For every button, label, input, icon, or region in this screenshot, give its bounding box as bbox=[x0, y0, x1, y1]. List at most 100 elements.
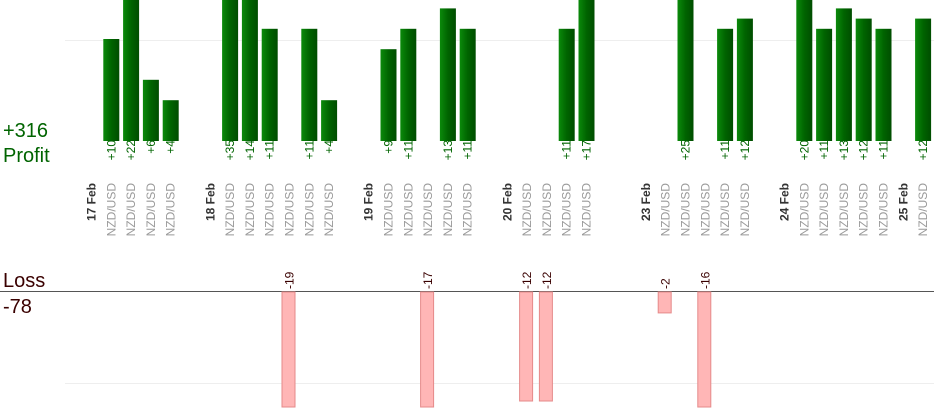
profit-bar bbox=[162, 100, 179, 141]
pair-label: NZD/USD bbox=[817, 183, 831, 237]
pair-label: NZD/USD bbox=[659, 183, 673, 237]
pair-label: NZD/USD bbox=[738, 183, 752, 237]
profit-value-label: +25 bbox=[679, 140, 693, 161]
profit-bar bbox=[439, 8, 456, 142]
profit-bar bbox=[717, 28, 734, 141]
pair-label: NZD/USD bbox=[797, 183, 811, 237]
loss-value-label: -17 bbox=[421, 271, 435, 289]
profit-label: Profit bbox=[3, 145, 50, 167]
pair-label: NZD/USD bbox=[223, 183, 237, 237]
pair-label: NZD/USD bbox=[263, 183, 277, 237]
pair-label: NZD/USD bbox=[243, 183, 257, 237]
pair-label: NZD/USD bbox=[679, 183, 693, 237]
profit-value-label: +11 bbox=[461, 140, 475, 160]
pair-label: NZD/USD bbox=[302, 183, 316, 237]
pair-label: NZD/USD bbox=[144, 183, 158, 237]
profit-bar bbox=[677, 0, 694, 142]
date-label: 25 Feb bbox=[896, 183, 910, 221]
profit-value-label: +12 bbox=[916, 140, 930, 161]
profit-value-label: +12 bbox=[738, 140, 752, 161]
profit-bar bbox=[736, 18, 753, 142]
pair-label: NZD/USD bbox=[104, 183, 118, 237]
date-label: 24 Feb bbox=[778, 183, 792, 221]
pair-label: NZD/USD bbox=[857, 183, 871, 237]
pair-label: NZD/USD bbox=[837, 183, 851, 237]
profit-value-label: +14 bbox=[243, 140, 257, 161]
pair-label: NZD/USD bbox=[540, 183, 554, 237]
profit-value-label: +6 bbox=[144, 140, 158, 154]
pair-label: NZD/USD bbox=[916, 183, 930, 237]
profit-bar bbox=[796, 0, 813, 142]
pair-label: NZD/USD bbox=[124, 183, 138, 237]
loss-bar bbox=[519, 291, 534, 402]
loss-total: -78 bbox=[3, 296, 32, 318]
loss-bar bbox=[697, 291, 712, 408]
pair-label: NZD/USD bbox=[461, 183, 475, 237]
pair-label: NZD/USD bbox=[560, 183, 574, 237]
pair-label: NZD/USD bbox=[580, 183, 594, 237]
date-label: 23 Feb bbox=[639, 183, 653, 221]
profit-bar bbox=[261, 28, 278, 141]
profit-value-label: +35 bbox=[223, 140, 237, 161]
profit-value-label: +11 bbox=[560, 140, 574, 160]
pair-label: NZD/USD bbox=[421, 183, 435, 237]
profit-value-label: +4 bbox=[164, 140, 178, 154]
profit-bar bbox=[400, 28, 417, 141]
pair-label: NZD/USD bbox=[698, 183, 712, 237]
loss-value-label: -19 bbox=[283, 271, 297, 289]
profit-bar bbox=[123, 0, 140, 142]
profit-value-label: +11 bbox=[718, 140, 732, 160]
loss-bar bbox=[538, 291, 553, 402]
profit-value-label: +11 bbox=[401, 140, 415, 160]
profit-bar bbox=[142, 79, 159, 141]
trade-bars bbox=[103, 0, 932, 408]
profit-total: +316 bbox=[3, 120, 49, 142]
profit-value-label: +11 bbox=[302, 140, 316, 160]
loss-label: Loss bbox=[3, 270, 46, 292]
profit-value-label: +13 bbox=[441, 140, 455, 161]
profit-value-label: +9 bbox=[382, 140, 396, 154]
pair-label: NZD/USD bbox=[382, 183, 396, 237]
profit-value-label: +11 bbox=[817, 140, 831, 160]
pair-label: NZD/USD bbox=[401, 183, 415, 237]
profit-bar bbox=[816, 28, 833, 141]
profit-bar bbox=[915, 18, 932, 142]
profit-bar bbox=[558, 28, 575, 141]
profit-value-label: +20 bbox=[797, 140, 811, 161]
pair-label: NZD/USD bbox=[718, 183, 732, 237]
profit-bar bbox=[835, 8, 852, 142]
loss-value-label: -12 bbox=[540, 271, 554, 289]
loss-bar bbox=[420, 291, 435, 408]
pair-label: NZD/USD bbox=[164, 183, 178, 237]
profit-value-label: +17 bbox=[580, 140, 594, 161]
profit-bar bbox=[855, 18, 872, 142]
loss-value-label: -16 bbox=[698, 271, 712, 289]
pair-label: NZD/USD bbox=[322, 183, 336, 237]
profit-value-label: +10 bbox=[104, 140, 118, 161]
pair-label: NZD/USD bbox=[877, 183, 891, 237]
profit-value-label: +4 bbox=[322, 140, 336, 154]
date-label: 19 Feb bbox=[362, 183, 376, 221]
profit-bar bbox=[321, 100, 338, 141]
profit-value-label: +13 bbox=[837, 140, 851, 161]
profit-bar bbox=[875, 28, 892, 141]
profit-value-label: +12 bbox=[857, 140, 871, 161]
pair-label: NZD/USD bbox=[441, 183, 455, 237]
profit-bar bbox=[222, 0, 239, 142]
profit-value-label: +22 bbox=[124, 140, 138, 161]
profit-bar bbox=[241, 0, 258, 142]
date-label: 17 Feb bbox=[85, 183, 99, 221]
profit-value-label: +11 bbox=[877, 140, 891, 160]
profit-bar bbox=[301, 28, 318, 141]
profit-bar bbox=[103, 39, 120, 141]
date-label: 18 Feb bbox=[203, 183, 217, 221]
pair-label: NZD/USD bbox=[520, 183, 534, 237]
profit-bar bbox=[459, 28, 476, 141]
profit-bar bbox=[578, 0, 595, 142]
pair-label: NZD/USD bbox=[283, 183, 297, 237]
loss-value-label: -12 bbox=[520, 271, 534, 289]
profit-bar bbox=[380, 49, 397, 142]
profit-value-label: +11 bbox=[263, 140, 277, 160]
loss-bar bbox=[657, 291, 672, 314]
loss-bar bbox=[281, 291, 296, 408]
